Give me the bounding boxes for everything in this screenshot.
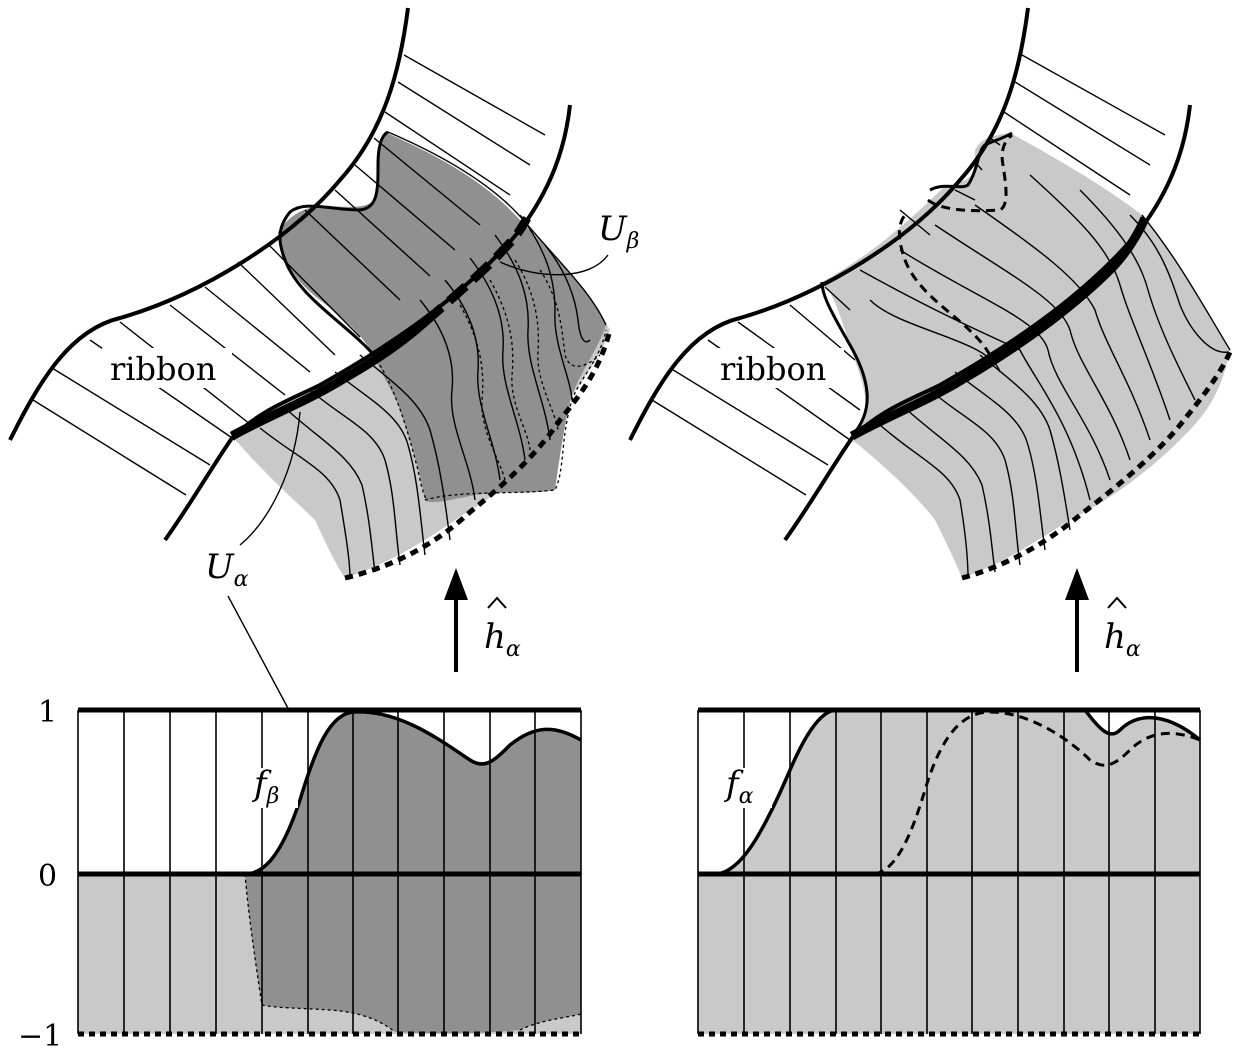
left-ribbon-label: ribbon: [110, 350, 216, 388]
right-ribbon-label: ribbon: [720, 350, 826, 388]
left-plot-f-beta-curve: [244, 710, 582, 876]
right-plot: fα: [697, 707, 1202, 1037]
left-u-alpha-plot-leader: [227, 595, 291, 713]
left-ribbon-upper-edge: [8, 7, 410, 441]
left-ribbon-lower-edge: [163, 104, 572, 542]
right-plot-dashed-curve: [874, 710, 1201, 876]
plot-tick-bottom: −1: [18, 1019, 62, 1048]
left-u-beta-label: Uβ: [598, 209, 639, 254]
right-ribbon-rungs: [651, 54, 1166, 496]
left-plot-dotted-boundary: [244, 873, 582, 1033]
left-u-beta-leader: [499, 254, 609, 276]
left-ribbon-label-bg: [102, 348, 232, 388]
right-pushed-boundary: [961, 350, 1233, 581]
left-h-alpha-label: hα: [484, 617, 521, 662]
right-plot-lower-fill: [698, 874, 1200, 1034]
plot-tick-mid: 0: [38, 859, 57, 894]
left-ribbon-diagram: ribbon Uβ Uα: [8, 7, 639, 592]
right-flow-lines: [859, 174, 1229, 579]
right-plot-f-alpha-curve: [717, 708, 1202, 876]
right-region-outer: [1141, 214, 1231, 351]
left-core-curve: [229, 318, 429, 440]
left-u-alpha-leader: [239, 411, 301, 546]
plot-tick-top: 1: [38, 695, 57, 730]
left-core-curve-dashed: [422, 215, 532, 326]
right-core-curve: [849, 216, 1150, 440]
right-h-alpha-label: hα: [1104, 617, 1141, 662]
right-h-alpha-arrow: hα: [1065, 568, 1141, 672]
left-f-beta-label-bg: [250, 768, 298, 808]
left-u-alpha-label: Uα: [205, 547, 249, 592]
left-pushed-boundary: [344, 329, 613, 581]
right-dashed-boundary: [897, 133, 1013, 356]
left-h-alpha-arrow: hα: [444, 568, 521, 672]
left-ribbon-rungs: [32, 54, 546, 496]
right-ribbon-diagram: ribbon: [628, 7, 1233, 581]
right-ribbon-upper-edge: [628, 7, 1030, 441]
left-plot: 1 0 −1 fβ: [18, 695, 582, 1048]
left-u-beta-outer: [387, 131, 607, 326]
left-u-beta-boundary: [278, 130, 389, 361]
right-ribbon-lower-edge: [783, 104, 1192, 542]
left-dotted-flow-lines: [379, 259, 607, 501]
right-f-alpha-label-bg: [722, 768, 772, 808]
right-ribbon-label-bg: [714, 348, 844, 388]
right-plot-upper-fill: [718, 710, 1200, 874]
right-light-region: [822, 133, 1230, 578]
right-region-boundary: [820, 281, 869, 437]
